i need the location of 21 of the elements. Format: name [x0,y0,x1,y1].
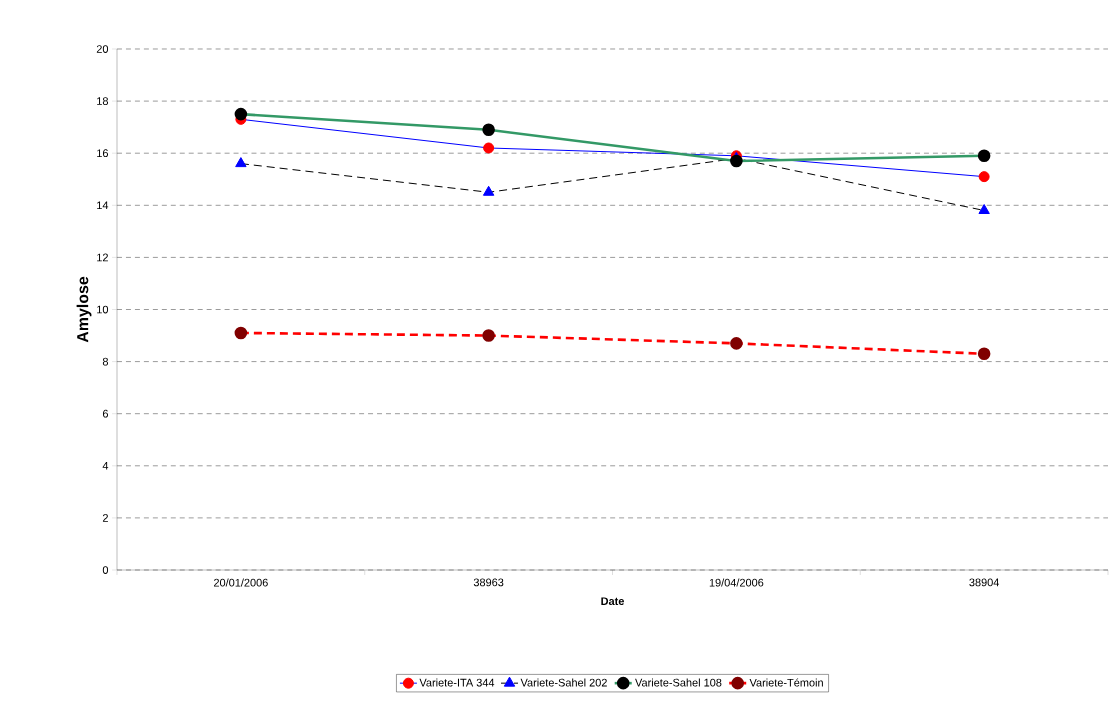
x-tick-label: 38904 [969,578,1000,587]
y-tick-label: 16 [97,149,109,158]
y-tick-label: 0 [102,566,109,574]
y-tick-label: 20 [96,45,109,53]
y-tick-label: 14 [97,201,109,210]
y-tick-label: 4 [102,462,109,470]
y-tick-label: 18 [97,97,109,105]
legend-label: Variete-Sahel 108 [635,678,722,687]
x-tick-label: 20/01/2006 [214,578,268,587]
y-axis-title: Amylose [76,276,92,343]
x-tick-label: 38963 [473,578,504,587]
legend-label: Variete-Sahel 202 [520,678,607,687]
y-tick-label: 8 [102,357,109,366]
y-tick-label: 6 [102,409,109,418]
legend-label: Variete-ITA 344 [419,678,495,687]
y-tick-label: 12 [97,253,108,262]
y-tick-label: 2 [102,514,108,522]
x-axis-title: Date [601,597,624,606]
x-tick-label: 19/04/2006 [709,578,764,587]
legend-label: Variete-Témoin [749,678,823,687]
y-tick-label: 10 [97,305,109,314]
